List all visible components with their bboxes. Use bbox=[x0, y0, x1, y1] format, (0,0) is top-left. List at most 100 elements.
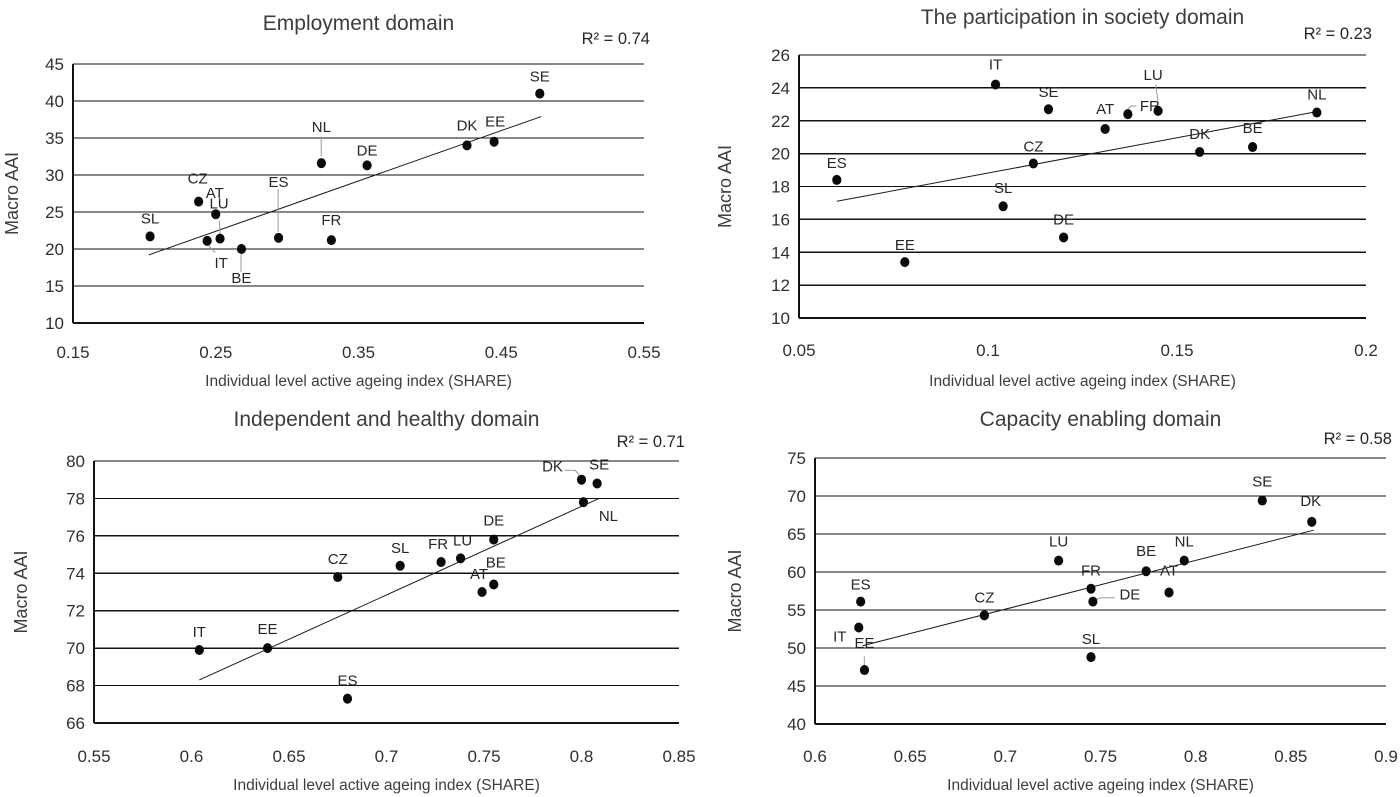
data-point-label: ES bbox=[337, 673, 357, 690]
data-point-label: ES bbox=[851, 577, 871, 594]
y-tick-label: 35 bbox=[45, 129, 64, 148]
data-point bbox=[1153, 105, 1163, 116]
chart-title: Capacity enabling domain bbox=[980, 408, 1222, 431]
data-point bbox=[1088, 596, 1098, 607]
x-tick-label: 0.9 bbox=[1374, 747, 1398, 766]
data-point bbox=[236, 244, 247, 254]
y-tick-label: 10 bbox=[771, 309, 790, 328]
data-point-label: NL bbox=[1175, 534, 1194, 551]
data-point-label: AT bbox=[1096, 101, 1114, 118]
data-point bbox=[194, 196, 204, 207]
data-point bbox=[215, 233, 225, 244]
data-point-label: IT bbox=[833, 628, 846, 645]
data-point bbox=[998, 201, 1008, 212]
data-point-label: LU bbox=[453, 532, 472, 549]
y-tick-label: 80 bbox=[66, 452, 85, 471]
y-tick-label: 10 bbox=[45, 314, 64, 333]
data-point-label: BE bbox=[231, 270, 251, 287]
data-point bbox=[1059, 232, 1069, 243]
data-point-label: CZ bbox=[1023, 138, 1043, 155]
data-point bbox=[462, 140, 472, 151]
label-leader-line bbox=[1095, 597, 1115, 601]
y-tick-label: 65 bbox=[787, 525, 806, 544]
x-tick-label: 0.35 bbox=[342, 343, 375, 362]
x-tick-label: 0.8 bbox=[1184, 747, 1208, 766]
r-squared-label: R² = 0.58 bbox=[1324, 430, 1392, 448]
data-point-label: NL bbox=[1307, 87, 1326, 104]
data-point-label: SE bbox=[530, 69, 550, 86]
data-point bbox=[194, 645, 204, 656]
data-point bbox=[211, 209, 221, 220]
y-tick-label: 68 bbox=[66, 677, 85, 696]
chart-capacity-enabling-domain: 40 45 50 55 60 65 70 75 0.6 0.65 0.7 0.75 0.8 0.85 0.9… bbox=[725, 408, 1398, 794]
data-point bbox=[1123, 109, 1133, 120]
y-tick-label: 74 bbox=[66, 564, 85, 583]
data-point-label: SL bbox=[391, 540, 409, 557]
y-tick-label: 40 bbox=[787, 715, 806, 734]
r-squared-label: R² = 0.71 bbox=[617, 433, 685, 451]
data-point bbox=[854, 622, 864, 633]
chart-title: Independent and healthy domain bbox=[234, 408, 540, 431]
x-axis-title: Individual level active ageing index (SH… bbox=[947, 777, 1254, 794]
data-point-label: DK bbox=[457, 117, 478, 134]
data-point bbox=[1043, 104, 1054, 115]
label-leader-line bbox=[1126, 105, 1137, 111]
trend-line bbox=[199, 497, 600, 681]
data-point bbox=[832, 174, 842, 185]
data-point bbox=[333, 572, 343, 583]
trend-line bbox=[836, 110, 1321, 202]
y-tick-label: 55 bbox=[787, 601, 806, 620]
data-point-label: DK bbox=[1300, 493, 1321, 510]
y-axis-title: Macro AAI bbox=[11, 550, 31, 633]
r-squared-label: R² = 0.23 bbox=[1304, 25, 1372, 43]
data-point-label: NL bbox=[312, 119, 331, 136]
data-point-label: CZ bbox=[328, 551, 348, 568]
x-tick-label: 0.1 bbox=[976, 341, 1000, 360]
data-point-label: CZ bbox=[974, 589, 994, 606]
data-point bbox=[262, 643, 273, 654]
data-point bbox=[342, 693, 353, 704]
y-tick-label: 26 bbox=[771, 46, 790, 65]
data-point bbox=[1028, 158, 1038, 169]
y-tick-label: 18 bbox=[771, 178, 790, 197]
y-tick-label: 14 bbox=[771, 243, 790, 262]
y-tick-label: 72 bbox=[66, 602, 85, 621]
data-point bbox=[316, 158, 326, 169]
data-point bbox=[456, 553, 466, 564]
y-tick-label: 22 bbox=[771, 112, 790, 131]
data-point-label: DK bbox=[542, 459, 563, 476]
data-point-label: IT bbox=[215, 255, 228, 272]
label-leader-line bbox=[218, 220, 221, 235]
y-tick-label: 60 bbox=[787, 563, 806, 582]
x-tick-label: 0.7 bbox=[375, 747, 399, 766]
data-point-label: DE bbox=[483, 513, 504, 530]
data-point bbox=[202, 235, 212, 246]
x-tick-label: 0.15 bbox=[56, 343, 89, 362]
y-tick-label: 30 bbox=[45, 166, 64, 185]
data-point-label: LU bbox=[1049, 534, 1068, 551]
x-tick-label: 0.65 bbox=[894, 747, 927, 766]
data-point bbox=[1100, 123, 1110, 134]
x-tick-label: 0.8 bbox=[570, 747, 594, 766]
data-point-label: FR bbox=[1081, 563, 1101, 580]
y-tick-label: 40 bbox=[45, 92, 64, 111]
x-axis-title: Individual level active ageing index (SH… bbox=[233, 777, 540, 794]
data-point-label: EE bbox=[258, 621, 278, 638]
data-point-label: EE bbox=[854, 635, 874, 652]
data-point bbox=[1257, 495, 1267, 506]
r-squared-label: R² = 0.74 bbox=[582, 30, 650, 48]
data-point-label: DE bbox=[357, 142, 378, 159]
data-point bbox=[979, 610, 989, 621]
data-point bbox=[1054, 555, 1064, 566]
data-point-label: FR bbox=[428, 536, 448, 553]
data-point-label: CZ bbox=[188, 171, 208, 188]
label-leader-line bbox=[564, 469, 580, 476]
y-tick-label: 50 bbox=[787, 639, 806, 658]
data-point bbox=[362, 160, 372, 171]
x-tick-label: 0.05 bbox=[782, 341, 815, 360]
y-axis-title: Macro AAI bbox=[2, 152, 22, 235]
data-point bbox=[273, 232, 284, 243]
data-point bbox=[1086, 583, 1096, 594]
x-tick-label: 0.55 bbox=[627, 343, 660, 362]
